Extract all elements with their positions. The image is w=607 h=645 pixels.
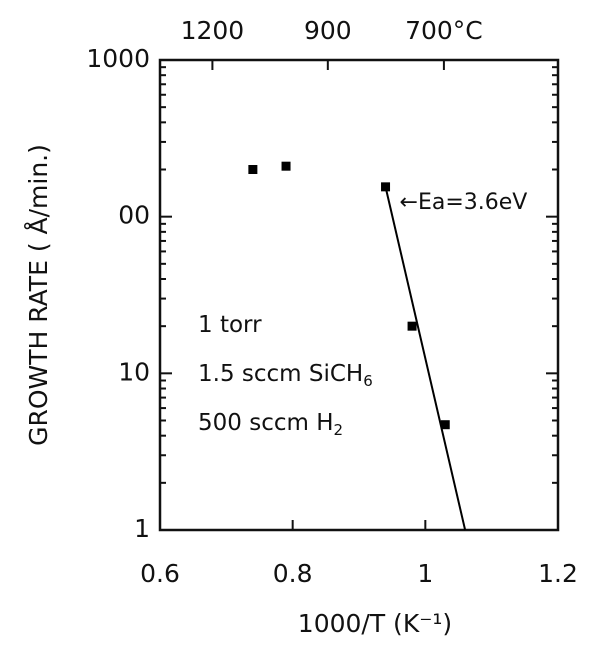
y-axis-label: GROWTH RATE ( Å/min.) [24, 144, 53, 446]
top-tick-label: 900 [304, 16, 352, 45]
y-tick-label: 10 [118, 357, 150, 386]
data-point [381, 182, 391, 192]
x-tick-label: 0.6 [140, 559, 180, 588]
fit-annotation: ←Ea=3.6eV [400, 190, 528, 215]
top-tick-label: 1200 [181, 16, 245, 45]
y-tick-label: 1000 [86, 44, 150, 73]
data-point [248, 165, 258, 175]
fit-line [384, 186, 467, 531]
data-point [407, 321, 417, 331]
data-point [281, 161, 291, 171]
top-tick-label: 700°C [405, 16, 483, 45]
condition-text: 500 sccm H2 [198, 410, 343, 439]
condition-subscript: 6 [363, 372, 373, 390]
x-axis-label: 1000/T (K⁻¹) [298, 609, 452, 638]
plot-frame [158, 58, 560, 532]
condition-text: 1 torr [198, 312, 262, 338]
condition-text: 1.5 sccm SiCH6 [198, 361, 373, 390]
condition-main: 1 torr [198, 312, 262, 338]
condition-subscript: 2 [334, 421, 344, 439]
data-point [440, 420, 450, 430]
y-tick-label: 1 [134, 514, 150, 543]
condition-main: 500 sccm H [198, 410, 334, 436]
x-tick-label: 0.8 [273, 559, 313, 588]
y-tick-label: 00 [118, 201, 150, 230]
condition-main: 1.5 sccm SiCH [198, 361, 363, 387]
x-tick-label: 1 [417, 559, 433, 588]
x-tick-label: 1.2 [538, 559, 578, 588]
